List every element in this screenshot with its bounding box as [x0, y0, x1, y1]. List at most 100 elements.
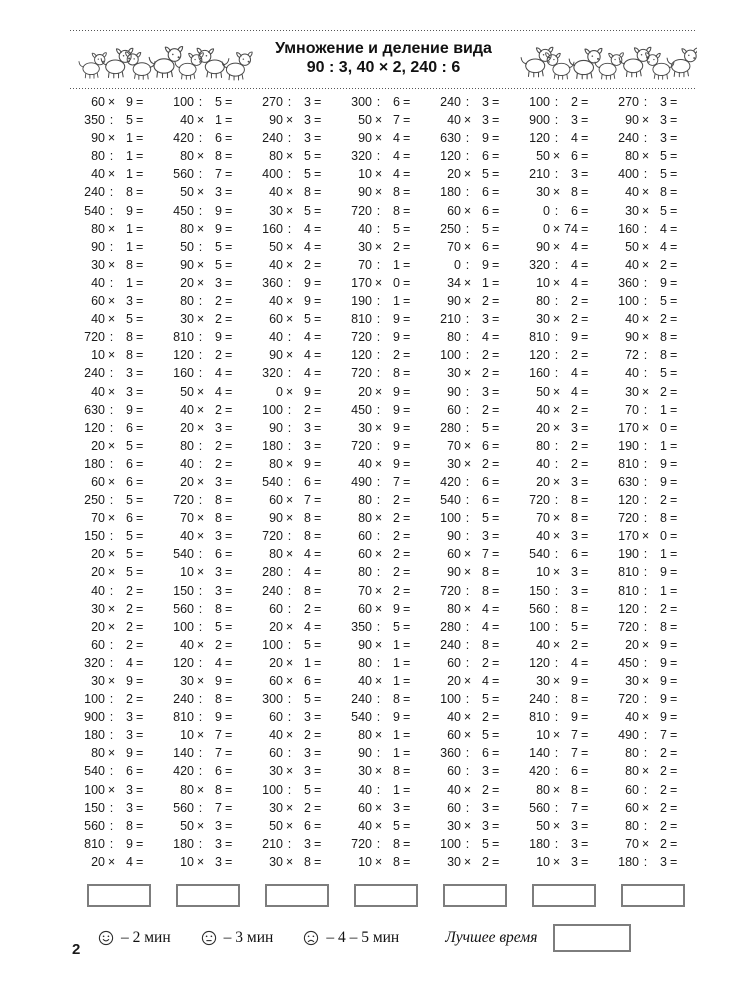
operator: ×: [196, 782, 205, 797]
operator: ×: [463, 167, 472, 182]
operator: ×: [552, 275, 561, 290]
equals-sign: =: [581, 275, 589, 290]
operator: :: [109, 366, 114, 381]
operand-2: 8: [304, 583, 311, 598]
equals-sign: =: [225, 131, 233, 146]
operand-2: 2: [660, 312, 667, 327]
problem-cell: 250:5 =: [74, 491, 163, 509]
best-time-box[interactable]: [553, 924, 632, 952]
problem-cell: 180:3 =: [519, 835, 608, 853]
problem-cell: 90:1 =: [74, 238, 163, 256]
operand-2: 8: [660, 185, 667, 200]
problem-cell: 40 × 2 =: [608, 256, 697, 274]
operator: :: [465, 95, 470, 109]
equals-sign: =: [670, 746, 678, 761]
equals-sign: =: [314, 710, 322, 725]
operator: :: [554, 294, 559, 309]
equals-sign: =: [581, 203, 589, 218]
operand-2: 3: [571, 854, 578, 869]
operand-1: 810: [173, 710, 194, 725]
operator: :: [109, 456, 114, 471]
problem-cell: 360:9 =: [608, 274, 697, 292]
operator: :: [554, 655, 559, 670]
operand-2: 3: [304, 131, 311, 146]
operand-1: 30: [269, 854, 283, 869]
equals-sign: =: [225, 493, 233, 508]
operand-1: 90: [447, 565, 461, 580]
operand-1: 60: [447, 764, 461, 779]
operator: ×: [107, 167, 116, 182]
problem-cell: 90:3 =: [252, 419, 341, 437]
operand-1: 80: [180, 221, 194, 236]
operator: :: [198, 764, 203, 779]
operand-2: 5: [482, 836, 489, 851]
operator: ×: [107, 257, 116, 272]
problem-cell: 120:4 =: [163, 654, 252, 672]
operator: :: [109, 203, 114, 218]
operand-1: 20: [91, 565, 105, 580]
problem-cell: 30 × 2 =: [430, 455, 519, 473]
operand-2: 9: [660, 275, 667, 290]
operand-2: 3: [126, 366, 133, 381]
operand-1: 360: [440, 746, 461, 761]
operand-2: 2: [660, 800, 667, 815]
operand-1: 20: [180, 275, 194, 290]
equals-sign: =: [225, 420, 233, 435]
operator: ×: [374, 456, 383, 471]
operand-1: 90: [358, 637, 372, 652]
page-number: 2: [72, 941, 81, 958]
equals-sign: =: [136, 601, 144, 616]
equals-sign: =: [136, 438, 144, 453]
operator: :: [109, 637, 114, 652]
operand-2: 3: [482, 818, 489, 833]
answer-box[interactable]: [442, 884, 507, 907]
equals-sign: =: [225, 637, 233, 652]
operand-1: 100: [173, 95, 194, 109]
operator: ×: [285, 239, 294, 254]
equals-sign: =: [136, 420, 144, 435]
operand-2: 5: [660, 203, 667, 218]
operand-2: 6: [482, 149, 489, 164]
operand-1: 80: [536, 438, 550, 453]
operand-1: 60: [269, 674, 283, 688]
operand-1: 180: [618, 854, 639, 869]
answer-box[interactable]: [86, 884, 151, 907]
operand-1: 450: [173, 203, 194, 218]
operand-1: 720: [618, 692, 639, 707]
answer-box[interactable]: [264, 884, 329, 907]
problem-cell: 100:2 =: [519, 93, 608, 111]
problem-cell: 40 × 8 =: [608, 183, 697, 201]
equals-sign: =: [581, 366, 589, 381]
operator: ×: [463, 275, 472, 290]
equals-sign: =: [403, 420, 411, 435]
operand-1: 40: [625, 257, 639, 272]
operand-1: 540: [84, 203, 105, 218]
answer-box[interactable]: [175, 884, 240, 907]
operand-2: 8: [393, 836, 400, 851]
answer-box[interactable]: [620, 884, 685, 907]
operator: ×: [285, 764, 294, 779]
equals-sign: =: [581, 348, 589, 363]
equals-sign: =: [225, 330, 233, 345]
operator: ×: [463, 438, 472, 453]
answer-box[interactable]: [531, 884, 596, 907]
problem-cell: 720:8 =: [608, 509, 697, 527]
answer-box[interactable]: [353, 884, 418, 907]
equals-sign: =: [492, 601, 500, 616]
problem-cell: 120:4 =: [519, 129, 608, 147]
operand-1: 10: [536, 275, 550, 290]
operand-1: 40: [269, 257, 283, 272]
operand-2: 2: [126, 583, 133, 598]
problem-cell: 40:4 =: [252, 328, 341, 346]
operator: :: [554, 438, 559, 453]
problem-cell: 60:3 =: [252, 744, 341, 762]
operand-1: 10: [536, 565, 550, 580]
operand-2: 3: [571, 113, 578, 128]
operator: :: [198, 547, 203, 562]
operator: ×: [374, 113, 383, 128]
equals-sign: =: [314, 782, 322, 797]
operator: ×: [374, 511, 383, 526]
problem-cell: 0:9 =: [430, 256, 519, 274]
equals-sign: =: [225, 818, 233, 833]
problem-cell: 10 × 3 =: [519, 563, 608, 581]
